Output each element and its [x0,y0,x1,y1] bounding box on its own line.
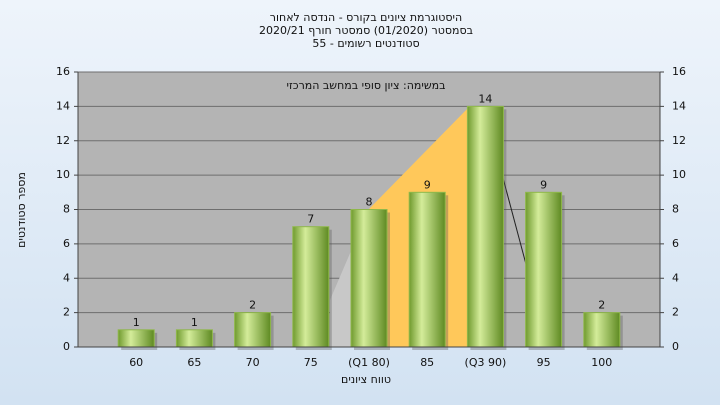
bar [292,226,330,348]
bar [350,209,388,348]
y-tick-label: 6 [63,237,70,250]
y2-tick-label: 6 [672,237,679,250]
bar [525,191,563,348]
x-tick-label: 75 [304,356,318,369]
y2-tick-label: 14 [672,99,686,112]
whisker-line [502,177,528,269]
y-tick-label: 8 [63,203,70,216]
y2-tick-label: 2 [672,306,679,319]
x-tick-label: 100 [591,356,612,369]
x-tick-label: 60 [129,356,143,369]
value-label: 7 [307,213,314,226]
value-label: 8 [366,196,373,209]
bar [583,312,621,348]
value-label: 14 [478,92,492,105]
x-axis-label: טווח ציונים [341,373,391,386]
y-tick-label: 16 [56,65,70,78]
value-label: 1 [191,316,198,329]
value-label: 2 [249,299,256,312]
bar [117,329,155,348]
value-label: 9 [540,178,547,191]
y-axis-label: מספר סטודנטים [15,172,28,248]
value-label: 2 [598,299,605,312]
x-tick-label: 95 [537,356,551,369]
chart-subtitle: סטודנטים רשומים - 55 [312,37,419,50]
y-tick-label: 0 [63,340,70,353]
x-tick-label: 85 [420,356,434,369]
bar [175,329,213,348]
bar [408,191,446,348]
y-tick-label: 4 [63,271,70,284]
y-tick-label: 12 [56,134,70,147]
value-label: 9 [424,178,431,191]
bar [234,312,272,348]
annotation: במשימה: ציון סופי במחשב המרכזי [286,79,445,92]
y2-tick-label: 10 [672,168,686,181]
y-tick-label: 14 [56,99,70,112]
value-label: 1 [133,316,140,329]
y2-tick-label: 0 [672,340,679,353]
chart-title: היסטוגרמת ציונים בקורס - הנדסה לאחור [270,11,462,24]
y2-tick-label: 16 [672,65,686,78]
x-tick-label: (Q1 80) [348,356,390,369]
y2-tick-label: 12 [672,134,686,147]
y-tick-label: 2 [63,306,70,319]
bar [466,105,504,348]
x-tick-label: (Q3 90) [465,356,507,369]
y-tick-label: 10 [56,168,70,181]
x-tick-label: 70 [246,356,260,369]
x-tick-label: 65 [187,356,201,369]
y2-tick-label: 8 [672,203,679,216]
chart-subtitle: בסמסטר (01/2020) סמסטר חורף 2020/21 [259,24,473,37]
y2-tick-label: 4 [672,271,679,284]
